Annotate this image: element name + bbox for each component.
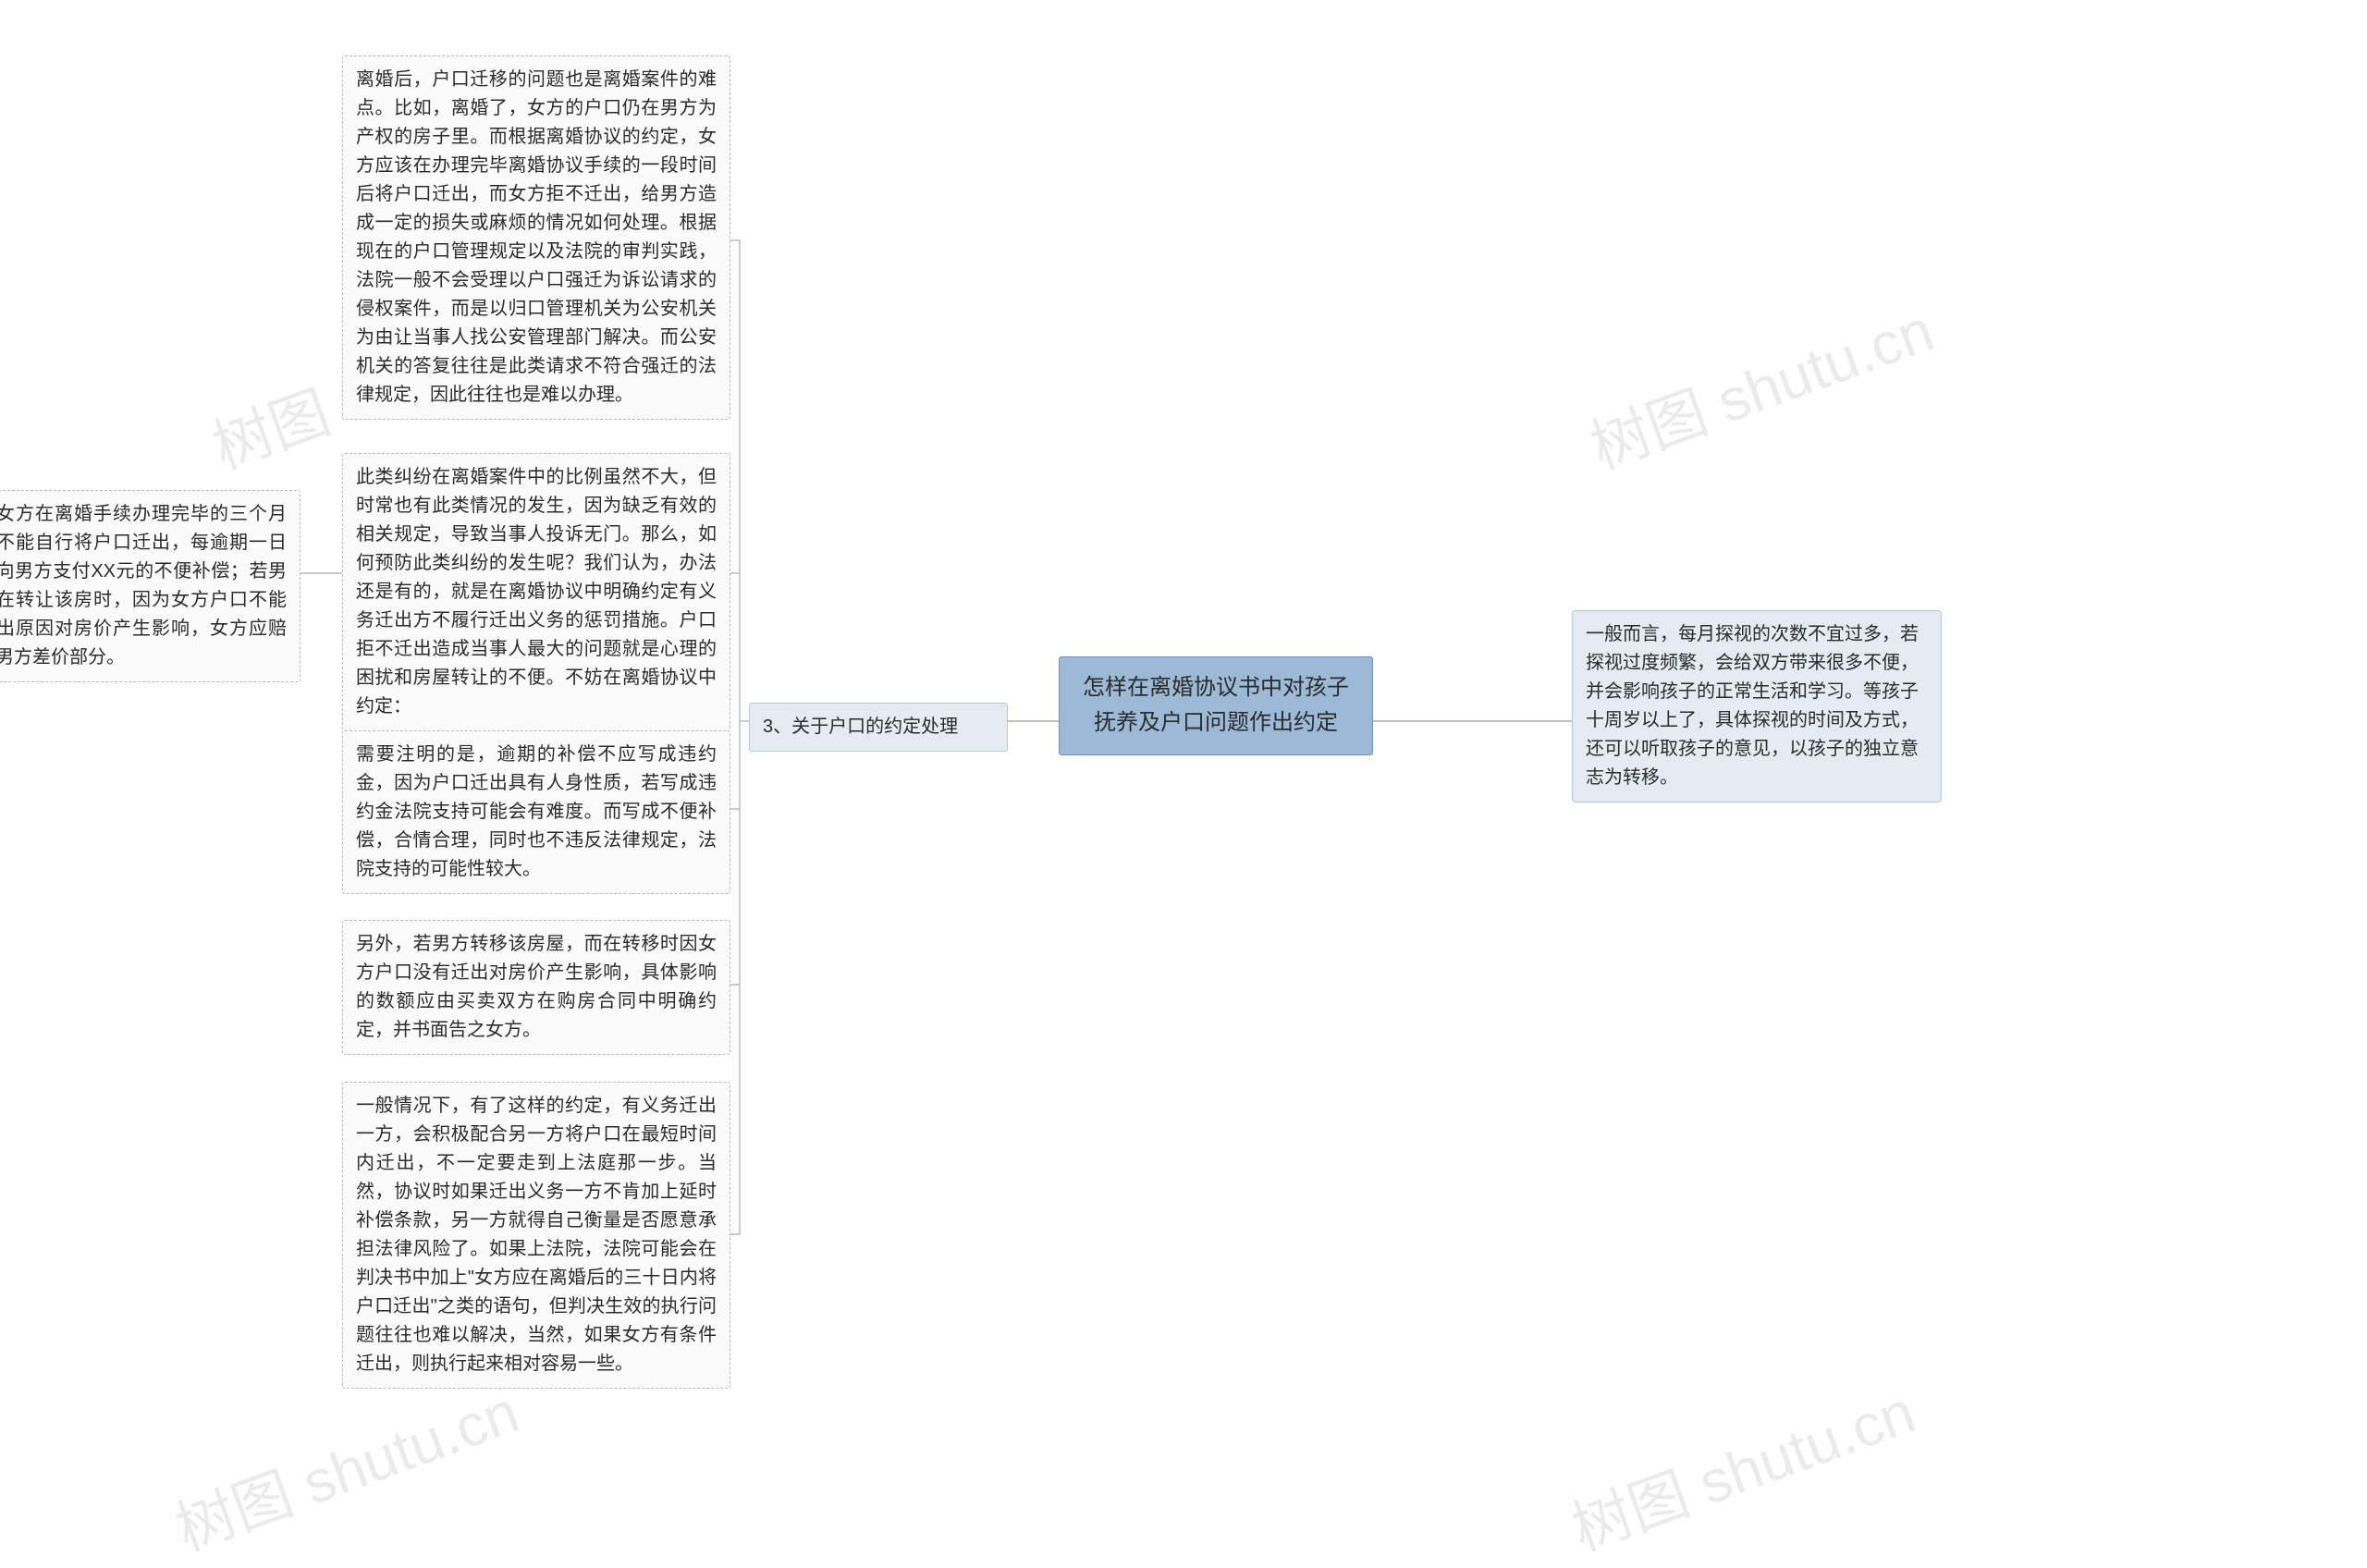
leaf-node[interactable]: 此类纠纷在离婚案件中的比例虽然不大，但时常也有此类情况的发生，因为缺乏有效的相关… <box>342 453 730 731</box>
leaf-sub-text: 若女方在离婚手续办理完毕的三个月内不能自行将户口迁出，每逾期一日应向男方支付XX… <box>0 504 287 668</box>
root-node[interactable]: 怎样在离婚协议书中对孩子抚养及户口问题作出约定 <box>1059 656 1373 755</box>
leaf-node[interactable]: 需要注明的是，逾期的补偿不应写成违约金，因为户口迁出具有人身性质，若写成违约金法… <box>342 730 730 894</box>
watermark: 树图 shutu.cn <box>163 1365 529 1567</box>
leaf-node[interactable]: 离婚后，户口迁移的问题也是离婚案件的难点。比如，离婚了，女方的户口仍在男方为产权… <box>342 55 730 420</box>
leaf-text: 一般情况下，有了这样的约定，有义务迁出一方，会积极配合另一方将户口在最短时间内迁… <box>356 1096 717 1374</box>
left-branch-text: 3、关于户口的约定处理 <box>763 717 958 737</box>
leaf-node[interactable]: 另外，若男方转移该房屋，而在转移时因女方户口没有迁出对房价产生影响，具体影响的数… <box>342 920 730 1055</box>
watermark: 树图 shutu.cn <box>1559 1365 1925 1567</box>
leaf-sub-node[interactable]: 若女方在离婚手续办理完毕的三个月内不能自行将户口迁出，每逾期一日应向男方支付XX… <box>0 490 300 682</box>
right-child-text: 一般而言，每月探视的次数不宜过多，若探视过度频繁，会给双方带来很多不便，并会影响… <box>1586 624 1919 788</box>
leaf-text: 此类纠纷在离婚案件中的比例虽然不大，但时常也有此类情况的发生，因为缺乏有效的相关… <box>356 467 717 717</box>
right-child-node[interactable]: 一般而言，每月探视的次数不宜过多，若探视过度频繁，会给双方带来很多不便，并会影响… <box>1572 610 1942 802</box>
leaf-text: 离婚后，户口迁移的问题也是离婚案件的难点。比如，离婚了，女方的户口仍在男方为产权… <box>356 69 717 405</box>
root-text: 怎样在离婚协议书中对孩子抚养及户口问题作出约定 <box>1083 675 1349 735</box>
leaf-text: 需要注明的是，逾期的补偿不应写成违约金，因为户口迁出具有人身性质，若写成违约金法… <box>356 744 717 879</box>
leaf-text: 另外，若男方转移该房屋，而在转移时因女方户口没有迁出对房价产生影响，具体影响的数… <box>356 934 717 1040</box>
left-branch-node[interactable]: 3、关于户口的约定处理 <box>749 703 1008 752</box>
leaf-node[interactable]: 一般情况下，有了这样的约定，有义务迁出一方，会积极配合另一方将户口在最短时间内迁… <box>342 1082 730 1389</box>
watermark: 树图 shutu.cn <box>1577 283 1944 485</box>
